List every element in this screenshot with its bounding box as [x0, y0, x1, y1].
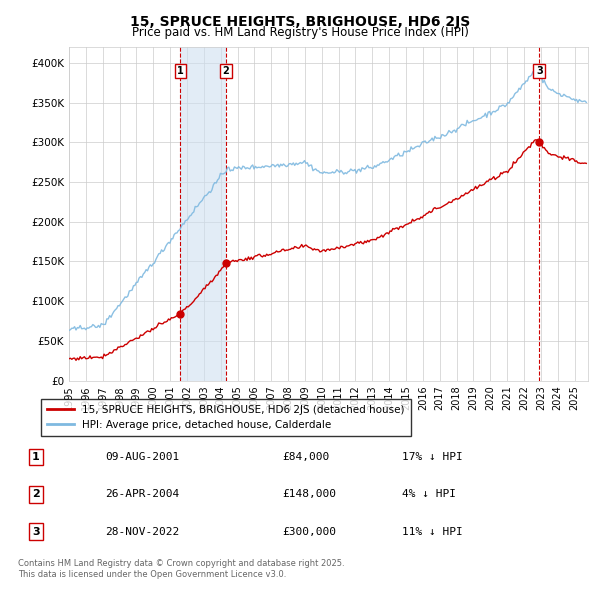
Text: Price paid vs. HM Land Registry's House Price Index (HPI): Price paid vs. HM Land Registry's House …: [131, 26, 469, 39]
Text: This data is licensed under the Open Government Licence v3.0.: This data is licensed under the Open Gov…: [18, 571, 286, 579]
Text: 11% ↓ HPI: 11% ↓ HPI: [402, 527, 463, 536]
Text: 2: 2: [32, 490, 40, 499]
Text: £84,000: £84,000: [282, 453, 329, 462]
Legend: 15, SPRUCE HEIGHTS, BRIGHOUSE, HD6 2JS (detached house), HPI: Average price, det: 15, SPRUCE HEIGHTS, BRIGHOUSE, HD6 2JS (…: [41, 399, 410, 436]
Text: £300,000: £300,000: [282, 527, 336, 536]
Text: 3: 3: [536, 66, 542, 76]
Text: 1: 1: [177, 66, 184, 76]
Text: 4% ↓ HPI: 4% ↓ HPI: [402, 490, 456, 499]
Text: 26-APR-2004: 26-APR-2004: [105, 490, 179, 499]
Text: Contains HM Land Registry data © Crown copyright and database right 2025.: Contains HM Land Registry data © Crown c…: [18, 559, 344, 568]
Text: 28-NOV-2022: 28-NOV-2022: [105, 527, 179, 536]
Text: 09-AUG-2001: 09-AUG-2001: [105, 453, 179, 462]
Text: £148,000: £148,000: [282, 490, 336, 499]
Text: 3: 3: [32, 527, 40, 536]
Text: 1: 1: [32, 453, 40, 462]
Text: 17% ↓ HPI: 17% ↓ HPI: [402, 453, 463, 462]
Bar: [181, 47, 226, 381]
Text: 15, SPRUCE HEIGHTS, BRIGHOUSE, HD6 2JS: 15, SPRUCE HEIGHTS, BRIGHOUSE, HD6 2JS: [130, 15, 470, 29]
Text: 2: 2: [223, 66, 229, 76]
